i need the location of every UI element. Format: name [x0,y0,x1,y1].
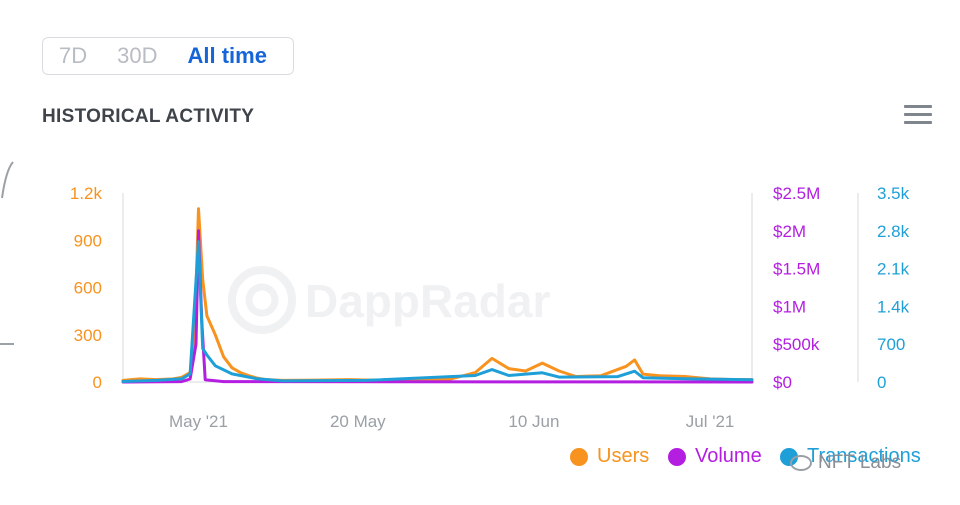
wechat-watermark: NFT Labs [790,452,901,474]
y-left-tick-label: 0 [93,373,102,392]
y-right-transactions-tick-label: 0 [877,373,886,392]
dappradar-watermark: DappRadar [228,266,550,334]
y-right-volume-tick-label: $0 [773,373,792,392]
y-left-tick-label: 1.2k [70,184,103,203]
y-left-tick-label: 300 [74,326,102,345]
dappradar-logo-icon [228,266,296,334]
legend-transactions-label: Transactions [807,445,921,467]
x-tick-label: 10 Jun [508,412,559,431]
tab-all-time[interactable]: All time [187,43,267,68]
series-line-volume [121,229,754,384]
series-line-transactions [121,240,754,383]
watermark-text: DappRadar [305,275,550,327]
wechat-icon [790,455,812,471]
y-left-tick-label: 600 [74,279,102,298]
legend-volume[interactable]: Volume [668,445,762,468]
x-tick-label: May '21 [169,412,228,431]
y-right-transactions-tick-label: 3.5k [877,184,910,203]
edge-fragment-icon [1,161,14,199]
legend-volume-label: Volume [695,445,762,467]
legend-users-label: Users [597,445,650,467]
section-title: HISTORICAL ACTIVITY [42,106,255,127]
y-right-volume-tick-label: $2.5M [773,184,820,203]
y-right-transactions-tick-label: 2.1k [877,260,910,279]
legend-users[interactable]: Users [570,445,649,468]
y-right-transactions-tick-label: 1.4k [877,297,910,316]
y-right-volume-tick-label: $500k [773,335,820,354]
time-range-selector: 7D 30D All time [42,37,294,75]
x-tick-label: 20 May [330,412,386,431]
tab-7d[interactable]: 7D [59,43,88,68]
y-right-volume-tick-label: $1M [773,297,806,316]
y-left-tick-label: 900 [74,231,102,250]
y-right-transactions-tick-label: 700 [877,335,905,354]
legend-volume-dot [668,447,686,466]
x-tick-label: Jul '21 [686,412,735,431]
y-right-transactions-tick-label: 2.8k [877,222,910,241]
legend-users-dot [570,447,588,466]
y-right-volume-tick-label: $2M [773,222,806,241]
hamburger-menu-icon[interactable] [904,105,932,127]
y-right-volume-tick-label: $1.5M [773,260,820,279]
tab-30d[interactable]: 30D [117,43,158,68]
edge-fragment-line [0,343,14,345]
wechat-tag-text: NFT Labs [818,452,902,473]
